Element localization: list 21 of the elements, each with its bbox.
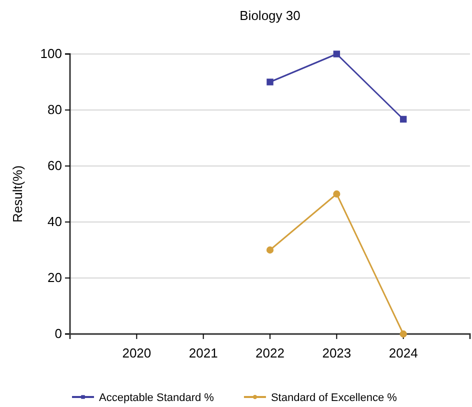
- chart-title: Biology 30: [240, 8, 300, 23]
- legend-label: Acceptable Standard %: [99, 392, 214, 404]
- y-tick-label: 60: [48, 158, 62, 174]
- x-tick-label: 2024: [388, 346, 418, 361]
- y-tick-label: 100: [40, 46, 62, 62]
- point: [400, 330, 407, 338]
- point: [266, 78, 274, 86]
- point: [400, 116, 407, 123]
- x-tick-label: 2021: [188, 346, 218, 361]
- y-tick-label: 20: [48, 270, 62, 286]
- x-tick-label: 2020: [122, 346, 152, 361]
- x-tick-label: 2022: [256, 346, 284, 361]
- y-tick-label: 80: [48, 102, 62, 118]
- point: [333, 50, 340, 58]
- x-tick-label: 2023: [322, 346, 352, 361]
- point: [333, 190, 340, 198]
- point: [266, 246, 274, 254]
- y-axis-title: Result(%): [10, 165, 25, 223]
- legend-label: Standard of Excellence %: [270, 392, 398, 404]
- y-tick-label: 0: [54, 326, 62, 342]
- y-tick-label: 40: [48, 214, 62, 230]
